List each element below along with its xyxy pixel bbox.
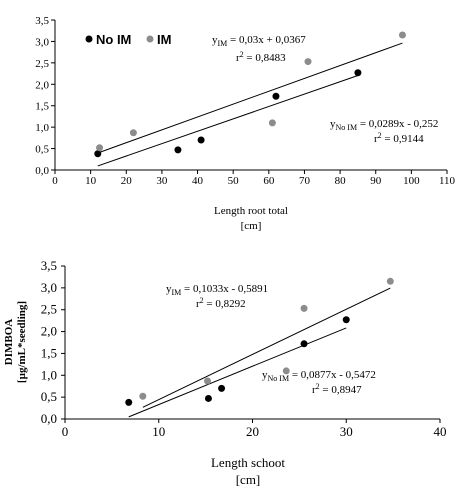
chart-1-no-im-r2: r2 = 0,9144 (374, 131, 424, 145)
chart-1-point-im (268, 119, 276, 127)
chart-2-point-no-im (125, 398, 133, 406)
chart-2-point-no-im (204, 394, 212, 402)
chart-1-point-im (96, 144, 104, 152)
chart-1-x-tick-label: 60 (263, 175, 275, 187)
chart-1-x-tick-label: 90 (370, 175, 382, 187)
chart-2-y-tick-label: 2,0 (41, 324, 57, 339)
chart-1-axes (54, 20, 447, 171)
chart-1: 0,0 0,5 1,0 1,5 2,0 2,5 3,0 3,5 0 10 20 30 40 50 60 70… (35, 15, 455, 232)
legend-label-no-im: No IM (96, 32, 131, 47)
chart-2-point-im (204, 377, 211, 385)
chart-2-x-axis-title: Length schoot (211, 455, 285, 470)
chart-2-no-im-equation: yNo IM = 0,0877x - 0,5472 (262, 369, 376, 383)
chart-1-point-no-im (197, 136, 205, 144)
chart-2-im-equation: yIM = 0,1033x - 0,5891 (166, 283, 268, 297)
chart-2-x-tick-label: 0 (62, 424, 69, 439)
chart-2-y-tick-label: 0,0 (41, 411, 57, 426)
chart-2: 0,0 0,5 1,0 1,5 2,0 2,5 3,0 3,5 0 10 20 30 40 DIMBO… (3, 258, 447, 487)
chart-2-y-tick-label: 3,0 (41, 280, 57, 295)
chart-2-trendline-no-im (128, 327, 347, 418)
chart-1-y-tick-label: 2,0 (35, 79, 49, 91)
chart-2-x-tick-label: 20 (246, 424, 259, 439)
chart-2-point-im (386, 277, 394, 285)
chart-2-y-ticks: 0,0 0,5 1,0 1,5 2,0 2,5 3,0 3,5 (41, 258, 65, 426)
chart-1-legend: No IM IM (85, 32, 171, 47)
chart-1-point-no-im (272, 92, 280, 100)
chart-2-y-tick-label: 2,5 (41, 302, 57, 317)
chart-1-x-axis-unit: [cm] (241, 220, 262, 232)
chart-1-x-tick-label: 40 (192, 175, 204, 187)
chart-1-y-tick-label: 1,0 (35, 122, 49, 134)
chart-1-y-tick-label: 0,0 (35, 165, 49, 177)
chart-1-x-tick-label: 110 (439, 175, 456, 187)
chart-2-point-no-im (300, 340, 308, 348)
chart-2-y-axis-unit: [µg/mL*seedling] (16, 301, 28, 383)
chart-1-no-im-equation: yNo IM = 0,0289x - 0,252 (330, 118, 438, 132)
chart-1-y-tick-label: 3,5 (35, 15, 49, 27)
chart-1-x-tick-label: 70 (299, 175, 311, 187)
chart-2-x-tick-label: 30 (340, 424, 353, 439)
chart-2-point-im (282, 367, 290, 375)
chart-1-x-tick-label: 10 (85, 175, 97, 187)
chart-2-y-tick-label: 3,5 (41, 258, 57, 273)
chart-2-y-tick-label: 0,5 (41, 389, 57, 404)
legend-marker-no-im (85, 35, 93, 43)
chart-1-y-tick-label: 3,0 (35, 36, 49, 48)
chart-2-x-tick-label: 40 (434, 424, 447, 439)
chart-1-points (94, 31, 406, 158)
chart-2-point-im (139, 392, 147, 400)
chart-1-point-no-im (94, 150, 102, 158)
chart-1-trendline-no-im (97, 75, 359, 167)
chart-1-point-im (398, 31, 406, 39)
chart-1-x-tick-label: 80 (335, 175, 347, 187)
chart-1-x-tick-label: 100 (403, 175, 420, 187)
chart-2-trendline-im (142, 287, 391, 408)
chart-1-y-ticks: 0,0 0,5 1,0 1,5 2,0 2,5 3,0 3,5 (35, 15, 55, 177)
chart-2-point-no-im (218, 384, 226, 392)
chart-1-im-equation: yIM = 0,03x + 0,0367 (212, 34, 306, 48)
chart-1-point-im (129, 129, 137, 137)
chart-2-point-no-im (342, 316, 350, 324)
chart-2-x-ticks: 0 10 20 30 40 (62, 419, 447, 439)
chart-2-point-im (300, 304, 308, 312)
chart-1-point-no-im (174, 146, 182, 154)
chart-1-x-tick-label: 50 (228, 175, 240, 187)
chart-1-y-tick-label: 1,5 (35, 101, 49, 113)
chart-2-y-tick-label: 1,0 (41, 367, 57, 382)
chart-1-trendlines (97, 42, 403, 167)
chart-1-y-tick-label: 2,5 (35, 58, 49, 70)
chart-2-x-tick-label: 10 (152, 424, 165, 439)
chart-1-im-r2: r2 = 0,8483 (236, 50, 286, 64)
legend-marker-im (146, 35, 154, 43)
chart-2-trendlines (128, 287, 391, 418)
chart-2-y-axis-title: DIMBOA (3, 319, 15, 366)
chart-1-x-ticks: 0 10 20 30 40 50 60 70 80 90 100 110 (52, 170, 456, 187)
chart-1-x-tick-label: 20 (121, 175, 133, 187)
chart-2-x-axis-unit: [cm] (236, 472, 261, 487)
legend-label-im: IM (157, 32, 171, 47)
chart-1-y-tick-label: 0,5 (35, 144, 49, 156)
chart-1-x-tick-label: 0 (52, 175, 58, 187)
chart-1-point-no-im (354, 69, 362, 77)
chart-2-y-tick-label: 1,5 (41, 345, 57, 360)
chart-2-im-r2: r2 = 0,8292 (196, 296, 246, 310)
chart-2-no-im-r2: r2 = 0,8947 (312, 382, 362, 396)
chart-1-point-im (304, 58, 312, 66)
chart-1-x-axis-title: Length root total (214, 205, 288, 217)
chart-1-x-tick-label: 30 (156, 175, 168, 187)
chart-1-trendline-im (99, 42, 403, 153)
chart-2-points (125, 277, 394, 406)
